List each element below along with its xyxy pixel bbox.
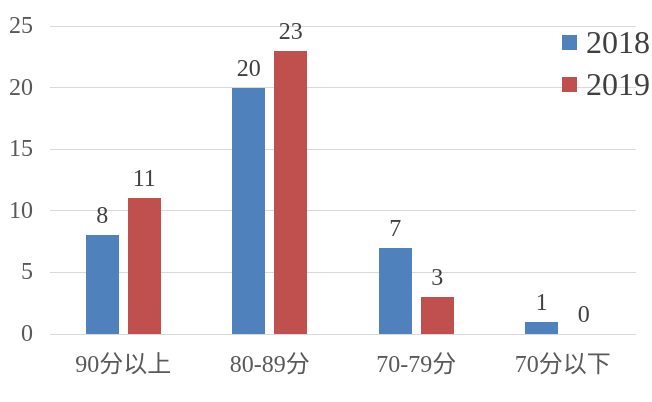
legend: 2018 2019 [562,24,650,102]
legend-label-2019: 2019 [586,66,650,102]
x-category-label: 70-79分 [376,352,457,378]
legend-item-2019: 2019 [562,66,650,102]
y-axis-tick-label: 20 [9,74,33,101]
bar-2019 [274,50,308,334]
bar-2018 [525,321,559,334]
y-axis-tick-label: 5 [21,259,33,286]
gridline [50,210,636,212]
bar-2019 [127,198,161,334]
bar-2018 [378,247,412,334]
bar-value-label: 3 [431,265,444,292]
bar-2018 [85,235,119,334]
bar-value-label: 0 [577,302,590,328]
bar-value-label: 7 [389,215,402,242]
bar-value-label: 11 [132,166,156,193]
x-category-label: 80-89分 [229,352,310,378]
legend-label-2018: 2018 [586,24,650,60]
bar-2019 [420,297,454,334]
legend-swatch-2018 [562,34,577,50]
bar-value-label: 23 [278,18,303,45]
legend-swatch-2019 [562,76,577,92]
x-category-label: 90分以上 [75,352,172,378]
y-axis-tick-label: 10 [9,197,33,224]
bar-value-label: 1 [535,289,548,316]
bar-2018 [232,87,266,334]
gridline [50,148,636,150]
x-category-label: 70分以下 [514,352,611,378]
bar-value-label: 20 [236,55,261,82]
y-axis-tick-label: 15 [9,136,33,163]
y-axis-tick-label: 25 [9,13,33,39]
y-axis-tick-label: 0 [21,321,33,347]
gridline [50,87,636,89]
gridline [50,333,636,335]
gridline [50,25,636,27]
bar-value-label: 8 [96,203,109,230]
legend-item-2018: 2018 [562,24,650,60]
gridline [50,271,636,273]
